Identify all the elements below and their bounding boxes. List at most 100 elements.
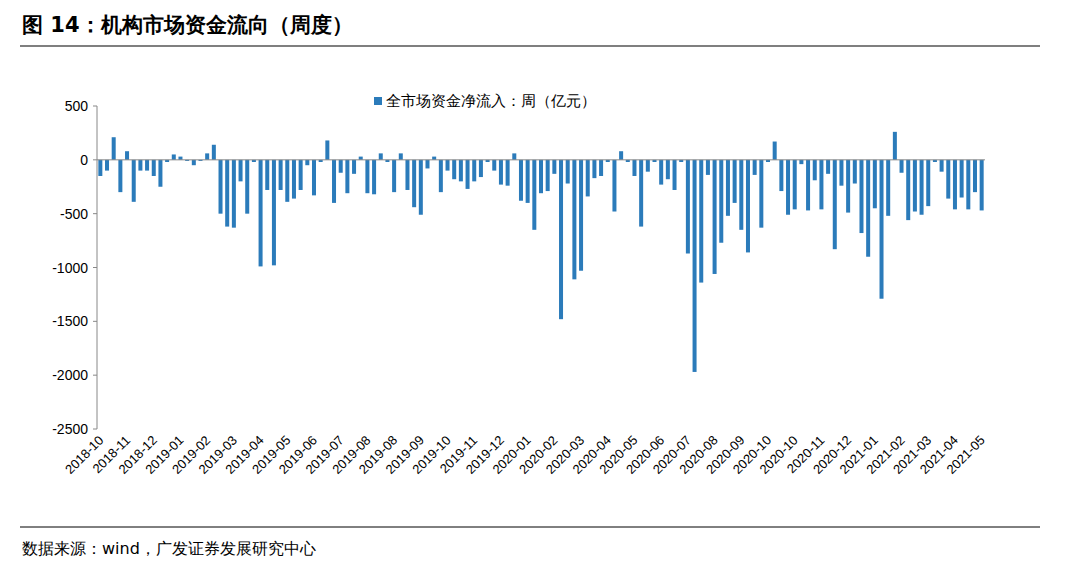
y-tick-label: -1000 — [52, 260, 88, 276]
bar — [372, 160, 376, 194]
bar — [693, 160, 697, 372]
bar — [305, 160, 309, 165]
bar — [105, 160, 109, 171]
bar — [893, 132, 897, 160]
y-tick-label: 0 — [80, 152, 88, 168]
bar — [699, 160, 703, 283]
bar — [753, 160, 757, 175]
bar — [639, 160, 643, 227]
bar — [813, 160, 817, 180]
bar — [339, 160, 343, 173]
bar — [118, 160, 122, 192]
bar — [259, 160, 263, 267]
bar — [806, 160, 810, 211]
bar — [132, 160, 136, 202]
chart: 图 14：机构市场资金流向（周度） 数据来源：wind，广发证券发展研究中心 500… — [0, 0, 1076, 570]
bar — [726, 160, 730, 216]
bar — [546, 160, 550, 191]
bar — [953, 160, 957, 210]
y-tick-label: -500 — [60, 206, 88, 222]
bar — [739, 160, 743, 230]
bar — [332, 160, 336, 203]
bar — [212, 145, 216, 160]
bar — [425, 160, 429, 169]
bar — [152, 160, 156, 176]
bar — [479, 160, 483, 177]
bar — [586, 160, 590, 197]
bar — [799, 160, 803, 164]
x-tick-label: 2021-05 — [943, 433, 987, 477]
bar — [619, 151, 623, 160]
bar — [219, 160, 223, 214]
bar — [345, 160, 349, 193]
bar — [526, 160, 530, 203]
bar — [646, 160, 650, 172]
bar — [706, 160, 710, 175]
bar — [686, 160, 690, 254]
y-tick-label: -2500 — [52, 421, 88, 437]
bar — [859, 160, 863, 233]
bar — [459, 160, 463, 182]
bar — [512, 153, 516, 159]
bar — [980, 160, 984, 211]
legend-label: 全市场资金净流入：周（亿元） — [386, 92, 596, 110]
bar — [519, 160, 523, 201]
bar — [172, 154, 176, 159]
bar — [125, 151, 129, 160]
bar — [279, 160, 283, 190]
bar — [325, 140, 329, 159]
bar — [880, 160, 884, 299]
bar — [138, 160, 142, 171]
source: 数据来源：wind，广发证券发展研究中心 — [22, 539, 316, 558]
bars — [98, 132, 983, 372]
bar — [673, 160, 677, 190]
y-tick — [93, 267, 97, 268]
bar — [866, 160, 870, 257]
bar — [225, 160, 229, 227]
x-axis — [97, 159, 985, 160]
bar — [419, 160, 423, 215]
y-tick — [93, 213, 97, 214]
bar — [98, 160, 102, 176]
bar — [158, 160, 162, 187]
bar — [572, 160, 576, 280]
bar — [492, 160, 496, 171]
bar — [499, 160, 503, 185]
bar — [966, 160, 970, 210]
bar — [839, 160, 843, 186]
bar — [759, 160, 763, 228]
bar — [746, 160, 750, 253]
bar — [579, 160, 583, 271]
bar — [853, 160, 857, 184]
bar — [566, 160, 570, 184]
source-rule — [20, 527, 1040, 528]
bar — [779, 160, 783, 191]
bar — [886, 160, 890, 216]
bar — [392, 160, 396, 192]
bar — [733, 160, 737, 203]
bar — [713, 160, 717, 274]
bar — [786, 160, 790, 215]
bar — [632, 160, 636, 176]
bar — [365, 160, 369, 193]
bar — [666, 160, 670, 179]
bar — [379, 153, 383, 159]
bar — [719, 160, 723, 243]
y-tick — [93, 429, 97, 430]
bar — [592, 160, 596, 178]
bar — [192, 160, 196, 165]
bar — [272, 160, 276, 266]
bar — [819, 160, 823, 210]
bar — [446, 160, 450, 171]
bar — [552, 160, 556, 174]
bar — [466, 160, 470, 189]
bar — [659, 160, 663, 185]
bar — [960, 160, 964, 198]
y-tick-label: -2000 — [52, 367, 88, 383]
y-tick-label: 500 — [65, 98, 89, 114]
y-tick — [93, 106, 97, 107]
bar — [265, 160, 269, 190]
bar — [299, 160, 303, 190]
bar — [399, 153, 403, 159]
title: 图 14：机构市场资金流向（周度） — [22, 13, 353, 37]
